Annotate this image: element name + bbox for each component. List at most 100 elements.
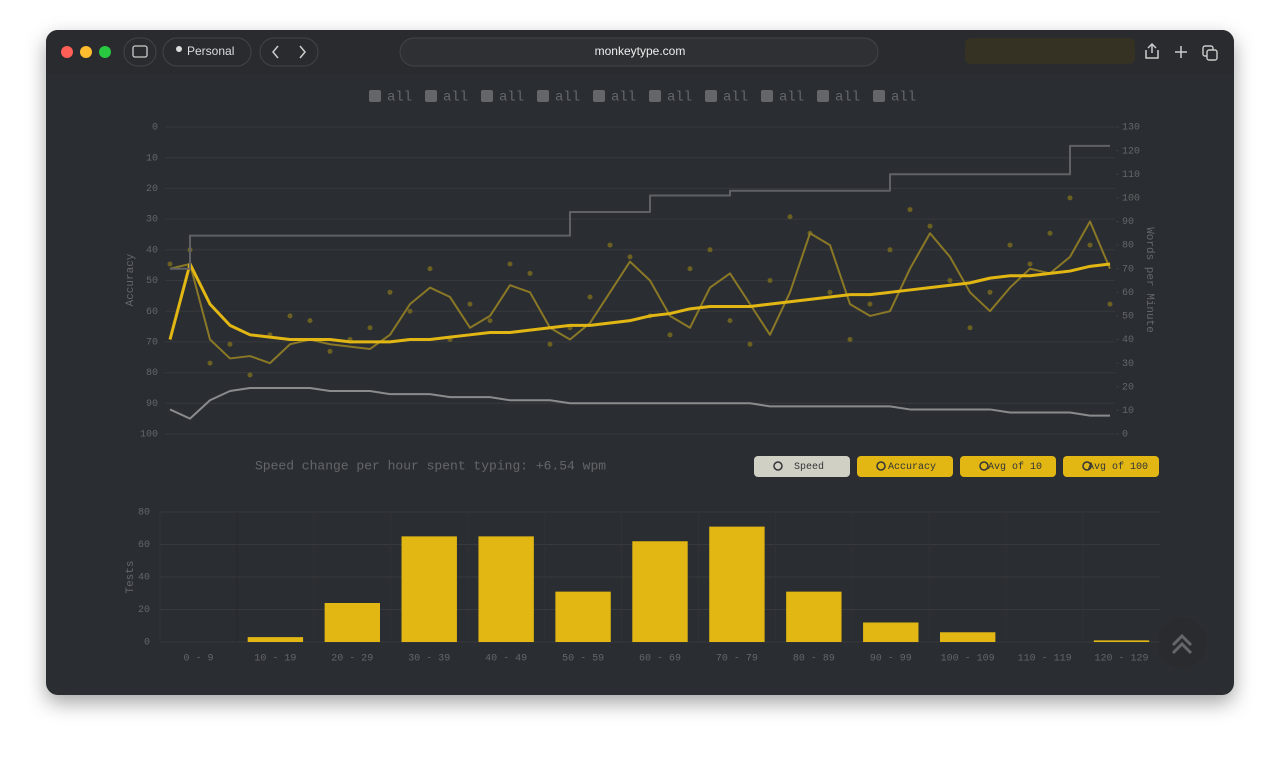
y2-tick-label: 40 — [1122, 335, 1134, 346]
speed-point — [707, 247, 713, 253]
y-tick-label: 50 — [146, 276, 158, 287]
filter-icon — [817, 90, 829, 102]
speed-point — [667, 332, 673, 338]
speed-point — [927, 223, 933, 229]
filter-value[interactable]: all — [443, 90, 468, 106]
speed-point — [327, 348, 333, 354]
filters: all all all all all all all all all all — [369, 90, 916, 106]
bar — [709, 526, 765, 642]
speed-point — [947, 278, 953, 283]
speed-point — [1107, 301, 1113, 307]
speed-point — [247, 372, 253, 378]
speed-point — [467, 301, 473, 307]
bar — [324, 603, 380, 642]
speed-point — [827, 289, 833, 295]
speed-point — [227, 341, 233, 347]
speed-point — [1087, 242, 1093, 248]
y-tick-label: 40 — [138, 573, 150, 584]
filter-value[interactable]: all — [723, 90, 748, 106]
filter-value[interactable]: all — [387, 90, 412, 106]
y-tick-label: 40 — [146, 245, 158, 256]
y2-tick-label: 60 — [1122, 288, 1134, 299]
legend-icon — [979, 461, 989, 471]
bar — [786, 591, 842, 642]
speed-point — [767, 278, 773, 283]
legend-icon — [876, 461, 886, 471]
y2-tick-label: 70 — [1122, 264, 1134, 275]
speed-point — [367, 325, 373, 331]
filter-icon — [761, 90, 773, 102]
filter-value[interactable]: all — [835, 90, 860, 106]
series-line — [168, 262, 1111, 344]
legend-label[interactable]: Avg of 100 — [1088, 461, 1148, 473]
y-tick-label: 80 — [146, 368, 158, 379]
y-tick-label: 100 — [140, 430, 158, 441]
speed-point — [547, 341, 553, 347]
legend-label[interactable]: Avg of 10 — [988, 461, 1042, 473]
profile-button[interactable] — [162, 37, 252, 67]
speed-point — [287, 313, 293, 319]
y2-tick-label: 130 — [1122, 123, 1140, 134]
speed-point — [747, 341, 753, 347]
speed-point — [487, 318, 493, 324]
speed-point — [907, 207, 913, 213]
speed-point — [1047, 230, 1053, 236]
x-tick-label: 0 - 9 — [183, 654, 213, 665]
y-tick-label: 70 — [146, 338, 158, 349]
filter-value[interactable]: all — [555, 90, 580, 106]
profile-name: Personal — [187, 44, 234, 58]
x-tick-label: 90 - 99 — [870, 654, 912, 665]
y-tick-label: 10 — [146, 153, 158, 164]
legend-icon — [773, 461, 783, 471]
bar — [940, 632, 996, 642]
tabs-icon[interactable] — [1206, 49, 1218, 61]
blurred-extension — [965, 38, 1135, 64]
minimize[interactable] — [80, 46, 92, 58]
series-line — [169, 220, 1111, 365]
x-tick-label: 80 - 89 — [793, 654, 835, 665]
filter-icon — [593, 90, 605, 102]
speed-point — [1007, 242, 1013, 248]
filter-value[interactable]: all — [611, 90, 636, 106]
y2-tick-label: 30 — [1122, 359, 1134, 370]
x-tick-label: 50 - 59 — [562, 654, 604, 665]
y2-tick-label: 0 — [1122, 430, 1128, 441]
speed-point — [847, 337, 853, 343]
speed-change: Speed change per hour spent typing: +6.5… — [255, 458, 606, 473]
y-tick-label: 0 — [144, 638, 150, 649]
filter-value[interactable]: all — [499, 90, 524, 106]
x-tick-label: 100 - 109 — [941, 654, 995, 665]
speed-point — [727, 318, 733, 324]
y-tick-label: 20 — [138, 605, 150, 616]
speed-point — [407, 308, 413, 314]
window — [46, 30, 1234, 695]
address-bar[interactable] — [399, 37, 879, 67]
sidebar-button[interactable] — [123, 37, 157, 67]
toolbar-icons[interactable] — [1145, 42, 1187, 59]
legend-icon — [1082, 461, 1092, 471]
x-tick-label: 70 - 79 — [716, 654, 758, 665]
filter-value[interactable]: all — [779, 90, 804, 106]
y-tick-label: 20 — [146, 184, 158, 195]
y-axis-label: Tests — [125, 560, 137, 593]
nav-buttons[interactable] — [259, 37, 319, 67]
bar — [478, 536, 534, 642]
filter-value[interactable]: all — [667, 90, 692, 106]
filter-value[interactable]: all — [891, 90, 916, 106]
y-tick-label: 60 — [138, 540, 150, 551]
close[interactable] — [61, 46, 73, 58]
filter-icon — [369, 90, 381, 102]
legend-label[interactable]: Accuracy — [888, 462, 936, 473]
speed-point — [787, 214, 793, 220]
speed-point — [1027, 261, 1033, 267]
pb-line — [170, 144, 1110, 270]
maximize[interactable] — [99, 46, 111, 58]
speed-point — [627, 254, 633, 260]
y-tick-label: 80 — [138, 508, 150, 519]
profile-icon — [176, 46, 182, 52]
y-tick-label: 30 — [146, 215, 158, 226]
scroll-top-icon — [1171, 633, 1193, 655]
legend-label[interactable]: Speed — [794, 461, 824, 473]
